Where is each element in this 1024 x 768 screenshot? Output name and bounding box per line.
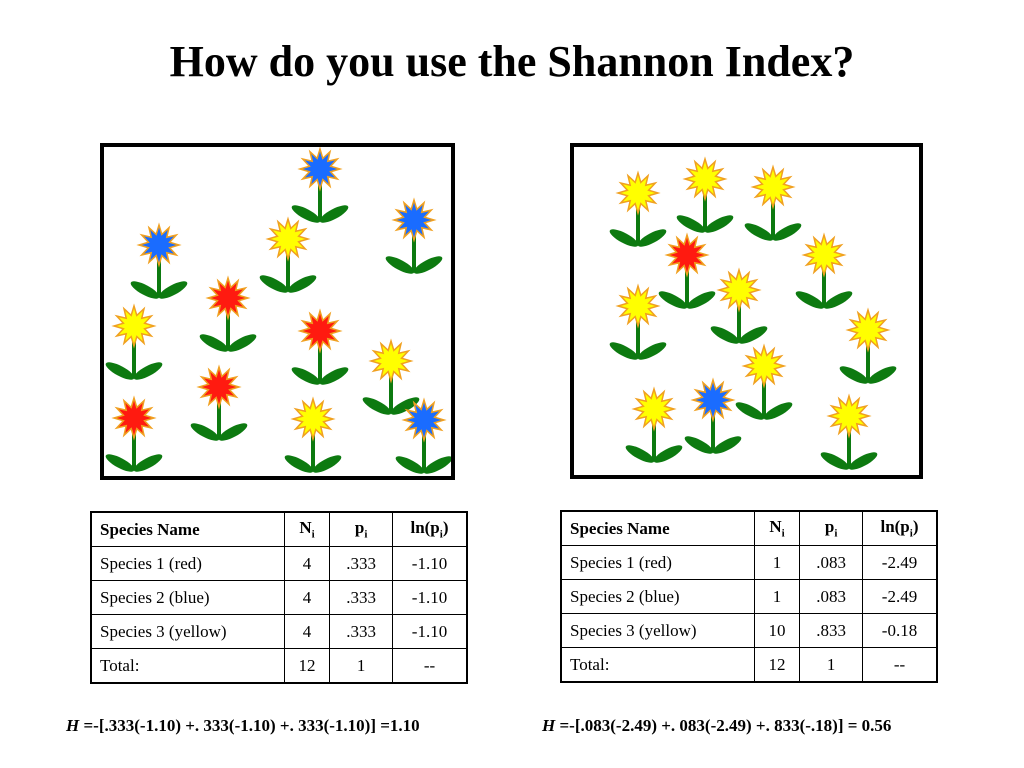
flower-yellow [284,396,342,473]
cell-p: 1 [799,647,863,683]
header-n: Ni [753,510,801,546]
flower-panel-community-2 [570,143,923,479]
cell-n: 10 [753,613,801,648]
flower-red [291,308,349,385]
cell-total-label: Total: [90,648,285,684]
flower-red [105,395,163,472]
flower-blue [385,197,443,274]
cell-species-name: Species 2 (blue) [560,579,755,614]
table-total-row: Total: 12 1 -- [90,648,468,684]
cell-species-name: Species 3 (yellow) [90,614,285,649]
cell-ln-p: -2.49 [861,579,938,614]
h-variable: H [66,716,80,735]
flower-yellow [795,232,853,309]
cell-ln-p: -2.49 [861,545,938,580]
flower-yellow [676,156,734,233]
cell-species-name: Species 1 (red) [560,545,755,580]
flower-yellow [839,307,897,384]
flower-blue [130,222,188,299]
header-ln-p: ln(pi) [391,511,468,547]
flower-yellow [609,283,667,360]
flower-blue [395,397,451,474]
flower-panel-community-1 [100,143,455,480]
flower-red [190,364,248,441]
flower-yellow [735,343,793,420]
cell-p: .333 [329,546,393,581]
cell-species-name: Species 3 (yellow) [560,613,755,648]
cell-n: 4 [283,614,331,649]
table-row: Species 3 (yellow) 4 .333 -1.10 [90,614,468,649]
cell-ln-p: -1.10 [391,614,468,649]
cell-ln-p: -0.18 [861,613,938,648]
cell-p: .083 [799,545,863,580]
flower-yellow [362,338,420,415]
cell-total-label: Total: [560,647,755,683]
header-p: pi [799,510,863,546]
cell-n: 1 [753,579,801,614]
flower-field-2 [609,156,897,470]
cell-ln-p: -1.10 [391,546,468,581]
cell-p: 1 [329,648,393,684]
cell-p: .333 [329,580,393,615]
table-header-row: Species Name Ni pi ln(pi) [90,511,468,547]
flower-blue [291,147,349,223]
formula-expression: =-[.083(-2.49) +. 083(-2.49) +. 833(-.18… [555,716,892,735]
cell-n: 4 [283,580,331,615]
page-title: How do you use the Shannon Index? [169,37,855,86]
table-total-row: Total: 12 1 -- [560,647,938,683]
flower-blue [684,377,742,454]
table-row: Species 1 (red) 1 .083 -2.49 [560,545,938,580]
flower-yellow [744,164,802,241]
cell-ln-p: -1.10 [391,580,468,615]
table-row: Species 2 (blue) 1 .083 -2.49 [560,579,938,614]
flower-yellow [105,303,163,380]
species-table-1: Species Name Ni pi ln(pi) Species 1 (red… [90,511,468,684]
cell-ln-p: -- [861,647,938,683]
table-header-row: Species Name Ni pi ln(pi) [560,510,938,546]
flower-red [199,275,257,352]
cell-n: 1 [753,545,801,580]
cell-p: .083 [799,579,863,614]
flower-yellow [259,216,317,293]
cell-p: .333 [329,614,393,649]
header-p: pi [329,511,393,547]
cell-n: 4 [283,546,331,581]
cell-ln-p: -- [391,648,468,684]
header-ln-p: ln(pi) [861,510,938,546]
formula-expression: =-[.333(-1.10) +. 333(-1.10) +. 333(-1.1… [79,716,420,735]
cell-p: .833 [799,613,863,648]
cell-species-name: Species 1 (red) [90,546,285,581]
header-n: Ni [283,511,331,547]
flower-red [658,232,716,309]
flower-field-1 [105,147,451,474]
shannon-formula-2: H =-[.083(-2.49) +. 083(-2.49) +. 833(-.… [542,716,891,736]
cell-species-name: Species 2 (blue) [90,580,285,615]
shannon-formula-1: H =-[.333(-1.10) +. 333(-1.10) +. 333(-1… [66,716,420,736]
cell-n: 12 [753,647,801,683]
flower-yellow [710,267,768,344]
header-species-name: Species Name [560,510,755,546]
table-row: Species 2 (blue) 4 .333 -1.10 [90,580,468,615]
table-row: Species 1 (red) 4 .333 -1.10 [90,546,468,581]
cell-n: 12 [283,648,331,684]
flower-yellow [625,386,683,463]
header-species-name: Species Name [90,511,285,547]
h-variable: H [542,716,556,735]
species-table-2: Species Name Ni pi ln(pi) Species 1 (red… [560,510,938,683]
flower-yellow [609,170,667,247]
table-row: Species 3 (yellow) 10 .833 -0.18 [560,613,938,648]
flower-yellow [820,393,878,470]
